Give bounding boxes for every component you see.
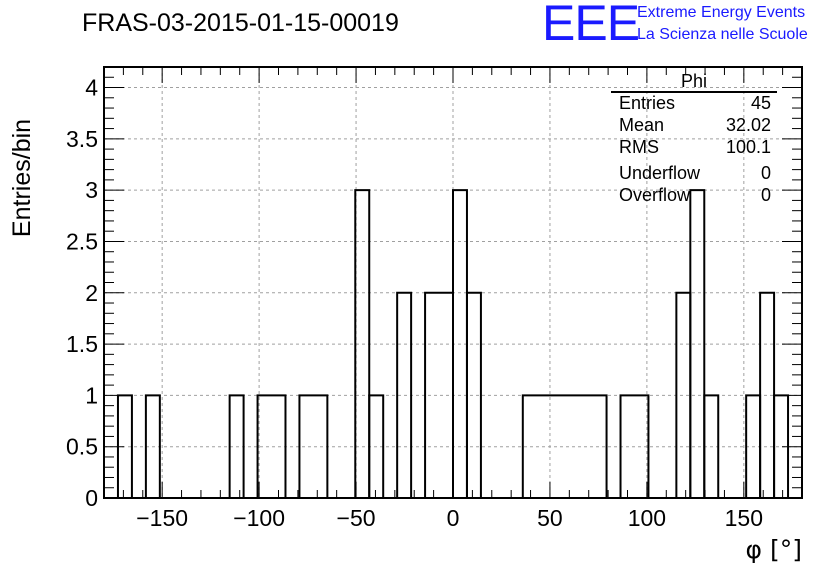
histogram-bin bbox=[256, 394, 287, 498]
histogram-bin bbox=[354, 189, 371, 498]
y-tick-label: 0 bbox=[85, 485, 98, 511]
stats-title: Phi bbox=[680, 71, 707, 91]
histogram-bin bbox=[228, 394, 245, 498]
histogram bbox=[116, 189, 790, 498]
histogram-bin bbox=[521, 394, 608, 498]
x-tick-label: 0 bbox=[447, 505, 460, 531]
histogram-bin bbox=[619, 394, 650, 498]
stats-value: 0 bbox=[760, 163, 771, 183]
stats-label: RMS bbox=[619, 137, 659, 157]
histogram-bin bbox=[396, 291, 413, 498]
y-tick-label: 3.5 bbox=[66, 126, 98, 152]
logo-text-line2: La Scienza nelle Scuole bbox=[637, 26, 808, 43]
stats-value: 32.02 bbox=[725, 115, 771, 135]
stats-value: 45 bbox=[750, 93, 771, 113]
chart-title: FRAS-03-2015-01-15-00019 bbox=[82, 9, 399, 37]
histogram-bin bbox=[465, 291, 482, 498]
x-axis-label: φ [°] bbox=[746, 535, 802, 564]
y-axis-label: Entries/bin bbox=[8, 119, 36, 237]
stats-label: Overflow bbox=[619, 185, 691, 205]
y-tick-label: 1 bbox=[85, 382, 98, 408]
x-tick-label: −150 bbox=[136, 505, 188, 531]
y-tick-label: 3 bbox=[85, 177, 98, 203]
logo-text-line1: Extreme Energy Events bbox=[637, 4, 806, 21]
y-tick-label: 4 bbox=[85, 75, 98, 101]
stats-value: 0 bbox=[760, 185, 771, 205]
histogram-bin bbox=[368, 394, 385, 498]
y-tick-label: 2 bbox=[85, 280, 98, 306]
tick-labels: −150 −100 −50 0 50 100 150 0 0.5 1 1.5 2 2.5 3 3.5 4 bbox=[66, 75, 763, 531]
stats-divider bbox=[611, 91, 777, 93]
x-tick-label: −50 bbox=[337, 505, 376, 531]
stats-label: Mean bbox=[619, 115, 665, 135]
histogram-bin bbox=[703, 394, 720, 498]
axis-ticks bbox=[103, 66, 803, 499]
eee-logo: EEE bbox=[542, 0, 640, 51]
x-tick-label: 150 bbox=[725, 505, 763, 531]
stats-label: Underflow bbox=[619, 163, 701, 183]
y-tick-label: 1.5 bbox=[66, 331, 98, 357]
y-tick-label: 0.5 bbox=[66, 434, 98, 460]
x-tick-label: 100 bbox=[628, 505, 666, 531]
histogram-bin bbox=[689, 189, 706, 498]
histogram-bin bbox=[298, 394, 329, 498]
x-tick-label: 50 bbox=[537, 505, 563, 531]
stats-label: Entries bbox=[619, 93, 676, 113]
histogram-bin bbox=[144, 394, 161, 498]
y-tick-label: 2.5 bbox=[66, 228, 98, 254]
stats-value: 100.1 bbox=[725, 137, 771, 157]
x-tick-label: −100 bbox=[233, 505, 285, 531]
